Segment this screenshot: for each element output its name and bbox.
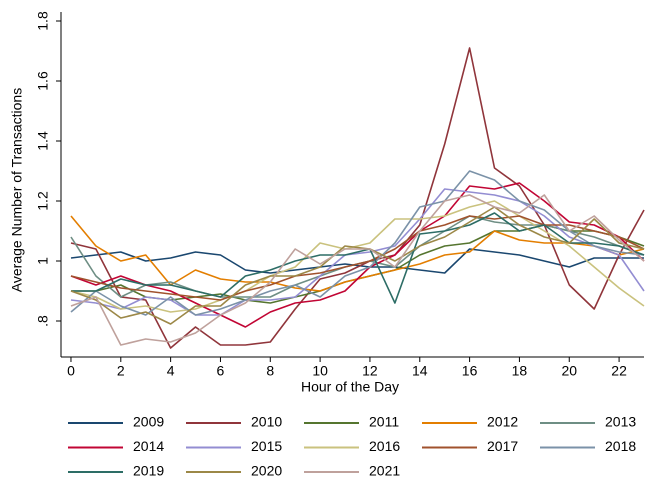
y-tick-label: 1 <box>35 257 51 265</box>
legend-label: 2010 <box>251 414 282 430</box>
series-line <box>70 47 645 349</box>
x-tick-label: 6 <box>217 363 225 379</box>
legend-label: 2017 <box>487 438 518 454</box>
y-tick-label: 1.4 <box>35 131 51 151</box>
y-axis-title: Average Number of Transactions <box>9 88 25 292</box>
x-tick-label: 18 <box>512 363 528 379</box>
legend-label: 2021 <box>369 463 400 478</box>
x-tick-label: 8 <box>266 363 274 379</box>
legend-label: 2013 <box>605 414 636 430</box>
legend-label: 2019 <box>133 463 164 478</box>
legend-label: 2018 <box>605 438 636 454</box>
series-line <box>70 182 645 328</box>
x-tick-label: 0 <box>67 363 75 379</box>
x-tick-label: 10 <box>312 363 328 379</box>
x-tick-label: 4 <box>167 363 175 379</box>
legend-label: 2014 <box>133 438 164 454</box>
series-line <box>70 248 644 274</box>
legend-label: 2012 <box>487 414 518 430</box>
legend-label: 2011 <box>369 414 399 430</box>
x-tick-label: 22 <box>611 363 627 379</box>
y-tick-label: 1.8 <box>35 11 51 31</box>
legend-label: 2016 <box>369 438 400 454</box>
series-line <box>70 170 645 316</box>
series-line <box>70 194 645 346</box>
legend-label: 2020 <box>251 463 282 478</box>
y-tick-label: .8 <box>35 315 51 327</box>
y-tick-label: 1.2 <box>35 191 51 211</box>
x-tick-label: 2 <box>117 363 125 379</box>
series-line <box>70 206 645 325</box>
series-line <box>71 212 645 304</box>
legend-label: 2009 <box>133 414 164 430</box>
x-axis-title: Hour of the Day <box>301 379 399 395</box>
y-tick-label: 1.6 <box>35 71 51 91</box>
series-line <box>70 215 645 301</box>
legend-label: 2015 <box>251 438 282 454</box>
series-line <box>70 200 645 313</box>
x-tick-label: 12 <box>362 363 378 379</box>
x-tick-label: 20 <box>561 363 577 379</box>
x-tick-label: 16 <box>462 363 478 379</box>
x-tick-label: 14 <box>412 363 428 379</box>
